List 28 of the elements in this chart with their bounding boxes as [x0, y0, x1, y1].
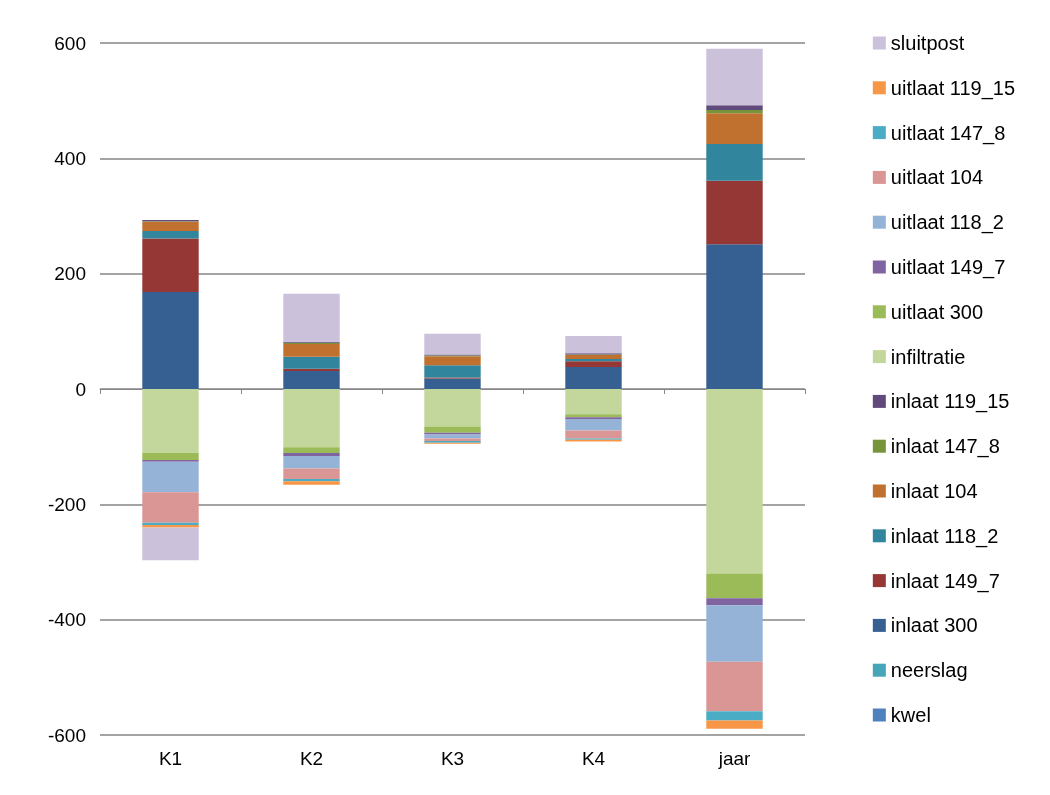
legend-label: infiltratie [890, 345, 966, 368]
y-tick-label: 0 [75, 378, 86, 400]
y-tick-label: -200 [47, 493, 86, 515]
legend-label: inlaat 119_15 [890, 390, 1010, 414]
x-tick-label: K4 [581, 748, 606, 769]
y-tick-label: 600 [54, 32, 86, 54]
legend-label: uitlaat 119_15 [890, 76, 1016, 100]
legend-label: sluitpost [890, 32, 965, 54]
legend-label: inlaat 147_8 [890, 435, 1000, 459]
legend-label: uitlaat 300 [890, 300, 984, 323]
y-tick-label: -600 [47, 724, 86, 746]
y-tick-label: -400 [47, 609, 86, 631]
legend-label: uitlaat 104 [890, 166, 984, 189]
legend-label: inlaat 149_7 [890, 569, 1000, 593]
y-tick-label: 400 [54, 147, 86, 169]
legend-label: neerslag [890, 659, 968, 682]
y-tick-label: 200 [54, 263, 86, 285]
legend-label: kwel [890, 704, 931, 726]
legend-label: uitlaat 149_7 [890, 256, 1006, 279]
x-tick-label: K1 [158, 748, 183, 769]
legend-label: inlaat 104 [890, 480, 978, 502]
legend-label: inlaat 118_2 [890, 524, 999, 548]
legend-label: uitlaat 118_2 [890, 211, 1004, 235]
x-tick-label: K2 [299, 748, 324, 769]
legend-label: uitlaat 147_8 [890, 121, 1006, 145]
x-tick-label: jaar [717, 748, 752, 769]
x-tick-label: K3 [440, 748, 465, 769]
legend-label: inlaat 300 [890, 614, 978, 637]
